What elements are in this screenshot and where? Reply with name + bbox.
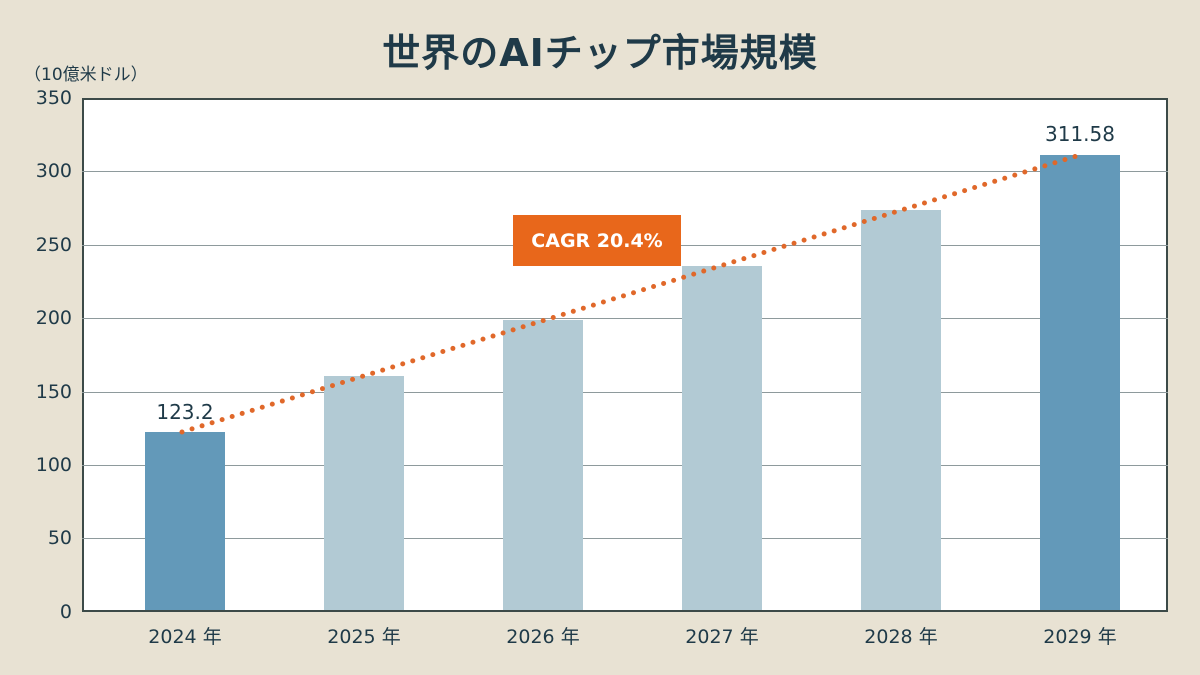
gridline-100 [82,465,1168,466]
bar-2028 [861,210,941,612]
gridline-150 [82,392,1168,393]
gridline-50 [82,538,1168,539]
gridline-200 [82,318,1168,319]
plot-area [82,98,1168,612]
x-tick-label: 2029 年 [1043,626,1117,648]
x-tick-label: 2028 年 [864,626,938,648]
y-tick-label: 100 [35,454,72,476]
x-tick-label: 2026 年 [506,626,580,648]
value-label-2024: 123.2 [156,400,214,424]
cagr-annotation: CAGR 20.4% [513,215,681,266]
bar-2027 [682,266,762,612]
bar-2025 [324,376,404,612]
y-tick-label: 350 [35,87,72,109]
x-axis-line [82,610,1168,612]
y-tick-label: 150 [35,381,72,403]
x-tick-label: 2027 年 [685,626,759,648]
bar-2029 [1040,155,1120,612]
x-tick-label: 2024 年 [148,626,222,648]
bar-2026 [503,320,583,612]
chart-title: 世界のAIチップ市場規模 [382,31,818,75]
bar-2024 [145,432,225,612]
x-tick-label: 2025 年 [327,626,401,648]
y-tick-label: 0 [59,601,72,623]
y-tick-label: 200 [35,307,72,329]
y-tick-label: 50 [47,527,72,549]
y-tick-label: 250 [35,234,72,256]
value-label-2029: 311.58 [1045,122,1115,146]
gridline-300 [82,171,1168,172]
y-axis-unit-label: （10億米ドル） [24,65,148,85]
y-tick-label: 300 [35,160,72,182]
